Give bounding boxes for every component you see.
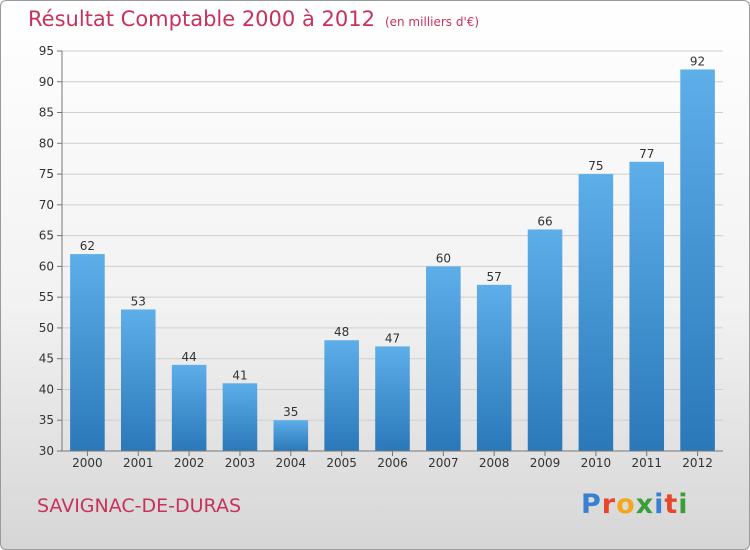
y-tick-label: 90 — [39, 75, 54, 89]
value-label-2005: 48 — [334, 325, 349, 339]
logo-letter: t — [664, 489, 679, 520]
value-label-2011: 77 — [639, 147, 654, 161]
y-tick-label: 95 — [39, 44, 54, 58]
bar-2007 — [426, 266, 461, 451]
value-label-2003: 41 — [232, 368, 247, 382]
bar-2000 — [70, 254, 105, 451]
logo-letter: r — [601, 489, 617, 520]
value-label-2009: 66 — [537, 214, 552, 228]
y-axis: 30 35 40 45 50 55 60 65 70 75 80 85 90 95 — [39, 44, 63, 458]
x-tick-label-2007: 2007 — [428, 456, 459, 470]
chart-title-text: Résultat Comptable 2000 à 2012 — [28, 7, 375, 31]
x-tick-label-2010: 2010 — [581, 456, 612, 470]
x-tick-label-2008: 2008 — [479, 456, 510, 470]
bar-2005 — [324, 340, 359, 451]
y-tick-label: 75 — [39, 167, 54, 181]
bar-2004 — [273, 420, 309, 451]
x-tick-label-2005: 2005 — [326, 456, 357, 470]
bar-2008 — [476, 284, 512, 451]
y-tick-label: 65 — [39, 229, 54, 243]
y-tick-label: 30 — [39, 444, 54, 458]
x-tick-label-2012: 2012 — [682, 456, 713, 470]
x-tick-label-2009: 2009 — [530, 456, 561, 470]
x-tick-label-2003: 2003 — [225, 456, 256, 470]
x-tick-label-2011: 2011 — [631, 456, 662, 470]
y-tick-label: 35 — [39, 413, 54, 427]
value-label-2010: 75 — [588, 159, 603, 173]
x-tick-label-2000: 2000 — [72, 456, 103, 470]
bar-2002 — [171, 364, 207, 451]
y-tick-label: 50 — [39, 321, 54, 335]
bar-2003 — [222, 383, 258, 451]
y-tick-label: 60 — [39, 259, 54, 273]
y-tick-label: 85 — [39, 106, 54, 120]
commune-name: SAVIGNAC-DE-DURAS — [37, 495, 242, 517]
value-label-2000: 62 — [80, 239, 95, 253]
bar-2006 — [375, 346, 410, 451]
y-tick-label: 70 — [39, 198, 54, 212]
bars: 62 53 44 41 35 48 47 60 57 66 75 77 92 — [70, 54, 715, 452]
y-tick-label: 55 — [39, 290, 54, 304]
y-tick-label: 45 — [39, 352, 54, 366]
logo-letter: x — [635, 489, 655, 520]
bar-2011 — [629, 161, 665, 451]
value-label-2004: 35 — [283, 405, 298, 419]
logo-letter: i — [678, 489, 689, 520]
chart-title: Résultat Comptable 2000 à 2012 (en millie… — [28, 7, 479, 31]
x-tick-label-2006: 2006 — [377, 456, 408, 470]
bar-2009 — [527, 229, 563, 451]
value-label-2001: 53 — [131, 294, 146, 308]
proxiti-logo[interactable]: Proxiti — [581, 489, 689, 520]
y-tick-label: 40 — [39, 382, 54, 396]
value-label-2002: 44 — [181, 350, 196, 364]
logo-letter: P — [581, 489, 602, 520]
value-label-2007: 60 — [436, 251, 451, 265]
x-tick-label-2001: 2001 — [123, 456, 154, 470]
x-tick-label-2004: 2004 — [276, 456, 307, 470]
logo-letter: i — [654, 489, 665, 520]
value-label-2006: 47 — [385, 331, 400, 345]
logo-letter: o — [616, 489, 636, 520]
bar-2010 — [578, 174, 614, 452]
x-tick-label-2002: 2002 — [174, 456, 205, 470]
chart-subtitle: (en milliers d'€) — [384, 15, 480, 29]
value-label-2012: 92 — [690, 54, 705, 68]
bar-2012 — [680, 69, 715, 451]
bar-2001 — [120, 309, 156, 451]
value-label-2008: 57 — [487, 270, 502, 284]
y-tick-label: 80 — [39, 136, 54, 150]
x-axis: 2000 2001 2002 2003 2004 2005 2006 2007 2008 2009… — [62, 450, 723, 470]
